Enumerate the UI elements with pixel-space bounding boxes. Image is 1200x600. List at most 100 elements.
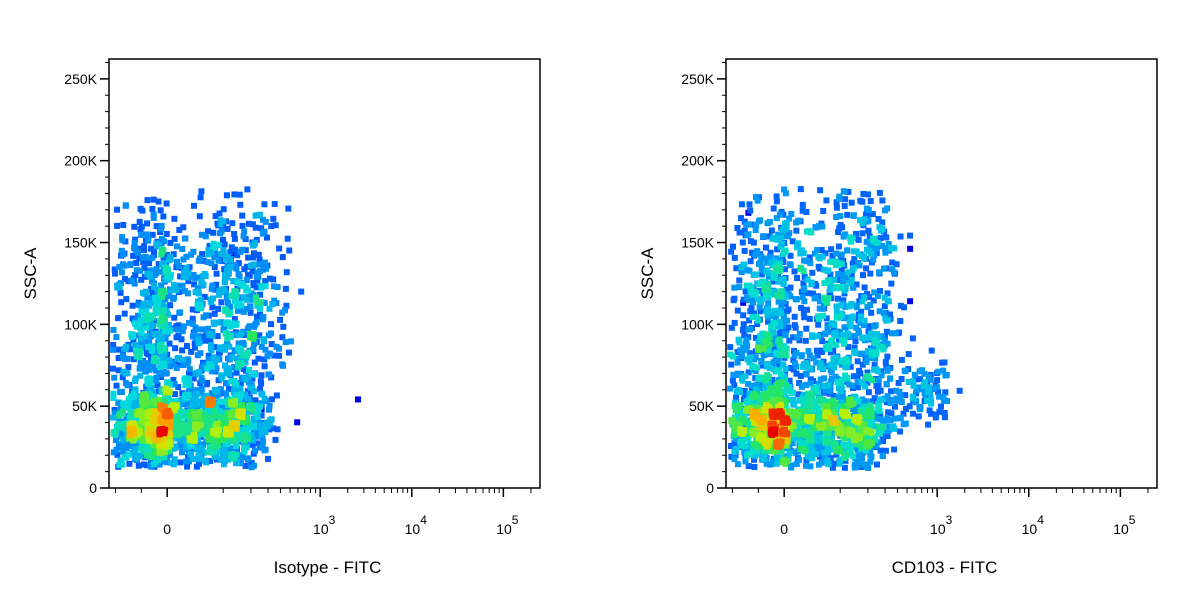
data-point [777,211,784,218]
data-point [801,298,808,305]
data-point [928,410,935,417]
data-point [777,412,784,419]
data-point [253,319,260,326]
dot-plot-cd103: 0 50K 100K 150K 200K 250K 0 103 104 105 CD103 - FI… [617,0,1200,600]
data-point [123,445,130,452]
data-point [754,409,761,416]
data-point [865,348,871,354]
data-point [259,316,266,323]
data-point [215,437,221,444]
data-point [783,308,790,315]
data-point [138,276,145,283]
data-point [764,308,770,315]
data-point [200,441,207,448]
data-point [835,243,842,250]
data-point [170,376,177,383]
data-point [880,438,887,445]
data-point [274,284,281,290]
data-point [155,261,162,268]
data-point [849,313,856,320]
data-point [158,251,165,258]
data-point [191,202,197,209]
data-point [266,350,273,357]
data-point [942,372,949,379]
data-point [887,311,893,318]
data-point [132,342,139,349]
data-point [242,426,249,433]
data-point [830,320,837,327]
data-point [864,379,871,386]
data-point [204,430,211,437]
data-point [126,346,133,353]
data-point [253,273,260,280]
data-point [913,399,919,406]
data-point [155,198,162,205]
data-point [885,409,892,416]
data-point [783,352,790,359]
data-point [138,308,145,315]
data-point [877,288,883,294]
data-point [173,365,180,371]
scatter-points [110,186,361,471]
data-point [941,410,948,416]
data-point [741,227,748,234]
data-point [808,279,815,286]
data-point [146,427,153,434]
data-point [795,217,802,224]
data-point [747,354,753,361]
data-point [872,338,878,345]
data-point [135,350,142,357]
data-point [163,231,170,237]
data-point [830,440,837,447]
data-point [237,422,244,429]
data-point [742,417,749,424]
data-point [928,396,934,403]
data-point [854,402,861,409]
data-point [850,400,857,407]
data-point [944,398,950,404]
data-point [740,345,746,352]
data-point [733,394,740,401]
data-point [114,451,121,458]
data-point [118,269,125,276]
data-point [210,319,217,326]
data-point [140,300,147,307]
data-point [256,444,263,451]
data-point [879,453,886,460]
data-point [127,413,134,419]
data-point [922,379,928,386]
data-point [227,333,234,340]
data-point [750,364,756,371]
data-point [200,410,207,417]
data-point [223,192,230,199]
data-point [166,293,173,300]
data-point [205,228,212,235]
data-point [240,295,247,302]
data-point [119,234,126,241]
data-point [731,319,738,326]
data-point [265,332,272,339]
data-point [159,441,166,448]
data-point [235,300,242,307]
data-point [739,353,745,359]
data-point [191,344,198,351]
data-point [893,261,900,268]
data-point [258,412,265,419]
data-point [754,248,761,255]
data-point [154,382,161,389]
data-point [238,429,245,435]
data-point [830,392,837,399]
data-point [840,297,847,304]
data-point [223,370,230,376]
data-point [250,370,257,377]
data-point [862,383,869,390]
data-point [747,441,754,448]
data-point [223,320,230,327]
data-point [174,355,181,362]
data-point [222,330,229,337]
data-point [752,413,759,420]
data-point [115,441,122,448]
data-point [202,233,209,240]
data-point [814,247,821,253]
data-point [821,375,827,382]
